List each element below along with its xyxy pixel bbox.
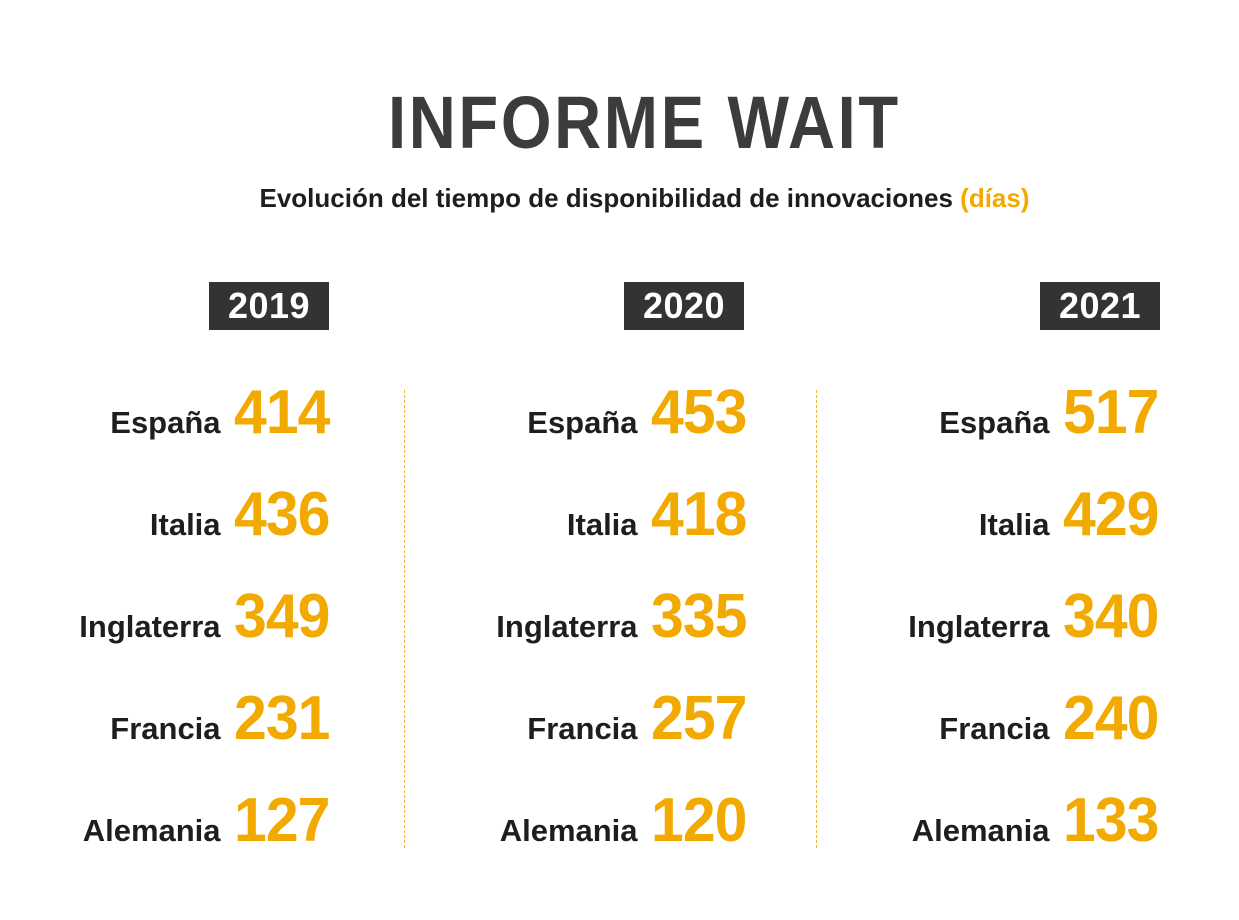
table-row: España 414: [0, 378, 330, 484]
table-row: Inglaterra 335: [406, 582, 747, 688]
value-label: 133: [1062, 786, 1159, 855]
column-rows: España 453 Italia 418 Inglaterra 335 Fra…: [406, 378, 747, 892]
country-label: Alemania: [82, 813, 221, 848]
country-label: Inglaterra: [79, 609, 221, 644]
value-label: 436: [233, 480, 330, 549]
year-badge: 2020: [624, 282, 744, 330]
country-label: Italia: [149, 507, 221, 542]
table-row: Italia 429: [818, 480, 1159, 586]
table-row: España 453: [406, 378, 747, 484]
table-row: Inglaterra 340: [818, 582, 1159, 688]
value-label: 120: [650, 786, 747, 855]
value-label: 335: [650, 582, 747, 651]
column-rows: España 517 Italia 429 Inglaterra 340 Fra…: [818, 378, 1159, 892]
country-label: Francia: [110, 711, 221, 746]
subtitle-unit: (días): [960, 183, 1030, 213]
country-label: Francia: [939, 711, 1050, 746]
country-label: Italia: [566, 507, 638, 542]
table-row: Alemania 127: [0, 786, 330, 892]
value-label: 240: [1062, 684, 1159, 753]
value-label: 231: [233, 684, 330, 753]
value-label: 127: [233, 786, 330, 855]
country-label: España: [110, 405, 221, 440]
page-title: INFORME WAIT: [388, 81, 901, 164]
value-label: 349: [233, 582, 330, 651]
value-label: 453: [650, 378, 747, 447]
country-label: Alemania: [911, 813, 1050, 848]
value-label: 340: [1062, 582, 1159, 651]
value-label: 517: [1062, 378, 1159, 447]
table-row: Francia 257: [406, 684, 747, 790]
table-row: España 517: [818, 378, 1159, 484]
page-subtitle: Evolución del tiempo de disponibilidad d…: [0, 183, 1239, 214]
table-row: Alemania 133: [818, 786, 1159, 892]
table-row: Francia 240: [818, 684, 1159, 790]
country-label: España: [527, 405, 638, 440]
value-label: 429: [1062, 480, 1159, 549]
country-label: Italia: [978, 507, 1050, 542]
value-label: 418: [650, 480, 747, 549]
year-badge: 2021: [1040, 282, 1160, 330]
value-label: 257: [650, 684, 747, 753]
subtitle-text: Evolución del tiempo de disponibilidad d…: [259, 183, 953, 213]
table-row: Alemania 120: [406, 786, 747, 892]
country-label: Inglaterra: [496, 609, 638, 644]
column-divider: [404, 390, 405, 848]
column-divider: [816, 390, 817, 848]
column-rows: España 414 Italia 436 Inglaterra 349 Fra…: [0, 378, 330, 892]
value-label: 414: [233, 378, 330, 447]
country-label: Alemania: [499, 813, 638, 848]
table-row: Francia 231: [0, 684, 330, 790]
table-row: Italia 418: [406, 480, 747, 586]
table-row: Italia 436: [0, 480, 330, 586]
country-label: España: [939, 405, 1050, 440]
year-badge: 2019: [209, 282, 329, 330]
country-label: Inglaterra: [908, 609, 1050, 644]
country-label: Francia: [527, 711, 638, 746]
table-row: Inglaterra 349: [0, 582, 330, 688]
